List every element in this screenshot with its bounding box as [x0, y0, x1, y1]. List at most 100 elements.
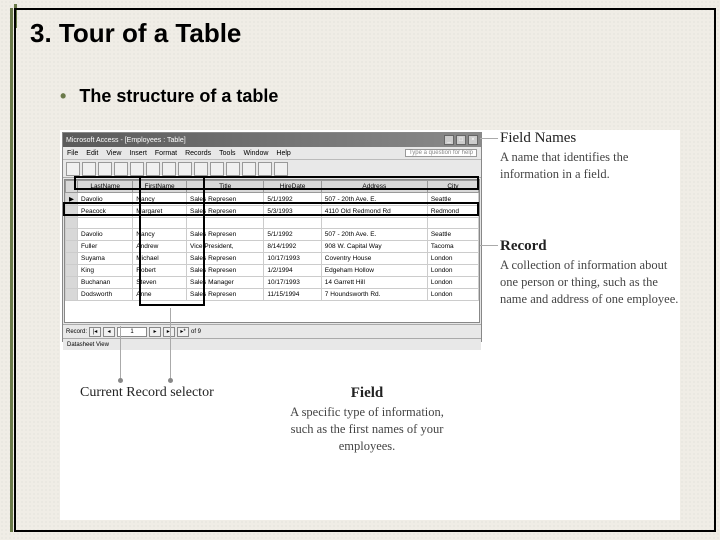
- nav-new-button[interactable]: ▸*: [177, 327, 189, 337]
- table-row[interactable]: FullerAndrewVice President,8/14/1992908 …: [66, 241, 479, 253]
- toolbar-button[interactable]: [82, 162, 96, 176]
- table-cell[interactable]: Anne: [133, 289, 187, 301]
- row-selector[interactable]: [66, 277, 78, 289]
- toolbar-button[interactable]: [146, 162, 160, 176]
- table-cell[interactable]: 5/1/1992: [264, 229, 321, 241]
- select-all-corner[interactable]: [66, 181, 78, 193]
- menu-format[interactable]: Format: [155, 150, 177, 157]
- table-cell[interactable]: London: [427, 253, 478, 265]
- row-selector[interactable]: [66, 241, 78, 253]
- table-cell[interactable]: [427, 218, 478, 229]
- table-cell[interactable]: Nancy: [133, 193, 187, 206]
- table-row[interactable]: SuyamaMichaelSales Represen10/17/1993Cov…: [66, 253, 479, 265]
- table-cell[interactable]: 11/15/1994: [264, 289, 321, 301]
- table-cell[interactable]: 908 W. Capital Way: [321, 241, 427, 253]
- table-cell[interactable]: Robert: [133, 265, 187, 277]
- table-cell[interactable]: London: [427, 289, 478, 301]
- table-row[interactable]: KingRobertSales Represen1/2/1994Edgeham …: [66, 265, 479, 277]
- table-cell[interactable]: 4110 Old Redmond Rd: [321, 206, 427, 218]
- table-cell[interactable]: Seattle: [427, 229, 478, 241]
- table-cell[interactable]: London: [427, 265, 478, 277]
- row-selector[interactable]: [66, 229, 78, 241]
- toolbar-button[interactable]: [274, 162, 288, 176]
- toolbar-button[interactable]: [162, 162, 176, 176]
- table-cell[interactable]: Fuller: [78, 241, 133, 253]
- toolbar-button[interactable]: [114, 162, 128, 176]
- table-row[interactable]: BuchananStevenSales Manager10/17/199314 …: [66, 277, 479, 289]
- table-row[interactable]: [66, 218, 479, 229]
- table-cell[interactable]: [133, 218, 187, 229]
- table-cell[interactable]: Seattle: [427, 193, 478, 206]
- table-cell[interactable]: 10/17/1993: [264, 277, 321, 289]
- table-cell[interactable]: Buchanan: [78, 277, 133, 289]
- table-row[interactable]: DodsworthAnneSales Represen11/15/19947 H…: [66, 289, 479, 301]
- table-cell[interactable]: Sales Represen: [187, 253, 264, 265]
- menu-window[interactable]: Window: [244, 150, 269, 157]
- col-title[interactable]: Title: [187, 181, 264, 193]
- menu-view[interactable]: View: [106, 150, 121, 157]
- table-cell[interactable]: [187, 218, 264, 229]
- table-cell[interactable]: Dodsworth: [78, 289, 133, 301]
- menu-file[interactable]: File: [67, 150, 78, 157]
- col-city[interactable]: City: [427, 181, 478, 193]
- help-search-box[interactable]: Type a question for help: [405, 149, 477, 157]
- table-cell[interactable]: Suyama: [78, 253, 133, 265]
- col-address[interactable]: Address: [321, 181, 427, 193]
- toolbar-button[interactable]: [194, 162, 208, 176]
- toolbar-button[interactable]: [258, 162, 272, 176]
- toolbar-button[interactable]: [242, 162, 256, 176]
- table-cell[interactable]: Sales Represen: [187, 229, 264, 241]
- col-firstname[interactable]: FirstName: [133, 181, 187, 193]
- table-cell[interactable]: 5/1/1992: [264, 193, 321, 206]
- row-selector[interactable]: [66, 206, 78, 218]
- table-cell[interactable]: 507 - 20th Ave. E.: [321, 229, 427, 241]
- menu-edit[interactable]: Edit: [86, 150, 98, 157]
- nav-first-button[interactable]: |◂: [89, 327, 101, 337]
- table-cell[interactable]: Vice President,: [187, 241, 264, 253]
- table-cell[interactable]: London: [427, 277, 478, 289]
- table-cell[interactable]: Sales Represen: [187, 265, 264, 277]
- table-cell[interactable]: 1/2/1994: [264, 265, 321, 277]
- toolbar-button[interactable]: [66, 162, 80, 176]
- toolbar-button[interactable]: [130, 162, 144, 176]
- table-cell[interactable]: 8/14/1992: [264, 241, 321, 253]
- toolbar-button[interactable]: [226, 162, 240, 176]
- table-cell[interactable]: Steven: [133, 277, 187, 289]
- table-cell[interactable]: Nancy: [133, 229, 187, 241]
- table-cell[interactable]: Sales Represen: [187, 193, 264, 206]
- table-cell[interactable]: King: [78, 265, 133, 277]
- close-button[interactable]: ×: [468, 135, 478, 145]
- table-cell[interactable]: Davolio: [78, 193, 133, 206]
- table-cell[interactable]: Sales Manager: [187, 277, 264, 289]
- toolbar-button[interactable]: [98, 162, 112, 176]
- table-cell[interactable]: Andrew: [133, 241, 187, 253]
- table-row[interactable]: PeacockMargaretSales Represen5/3/1993411…: [66, 206, 479, 218]
- row-selector[interactable]: [66, 218, 78, 229]
- table-cell[interactable]: Peacock: [78, 206, 133, 218]
- table-cell[interactable]: Davolio: [78, 229, 133, 241]
- col-hiredate[interactable]: HireDate: [264, 181, 321, 193]
- table-cell[interactable]: Tacoma: [427, 241, 478, 253]
- table-cell[interactable]: 5/3/1993: [264, 206, 321, 218]
- table-cell[interactable]: Sales Represen: [187, 289, 264, 301]
- table-cell[interactable]: [78, 218, 133, 229]
- table-row[interactable]: DavolioNancySales Represen5/1/1992507 - …: [66, 229, 479, 241]
- maximize-button[interactable]: □: [456, 135, 466, 145]
- table-cell[interactable]: [264, 218, 321, 229]
- table-cell[interactable]: [321, 218, 427, 229]
- row-selector[interactable]: [66, 265, 78, 277]
- record-number[interactable]: 1: [117, 327, 147, 337]
- table-cell[interactable]: Michael: [133, 253, 187, 265]
- table-cell[interactable]: Margaret: [133, 206, 187, 218]
- table-cell[interactable]: Sales Represen: [187, 206, 264, 218]
- table-cell[interactable]: Coventry House: [321, 253, 427, 265]
- menu-tools[interactable]: Tools: [219, 150, 235, 157]
- minimize-button[interactable]: _: [444, 135, 454, 145]
- row-selector[interactable]: [66, 253, 78, 265]
- table-cell[interactable]: Redmond: [427, 206, 478, 218]
- table-cell[interactable]: 10/17/1993: [264, 253, 321, 265]
- toolbar-button[interactable]: [210, 162, 224, 176]
- toolbar-button[interactable]: [178, 162, 192, 176]
- menu-help[interactable]: Help: [276, 150, 290, 157]
- table-cell[interactable]: 507 - 20th Ave. E.: [321, 193, 427, 206]
